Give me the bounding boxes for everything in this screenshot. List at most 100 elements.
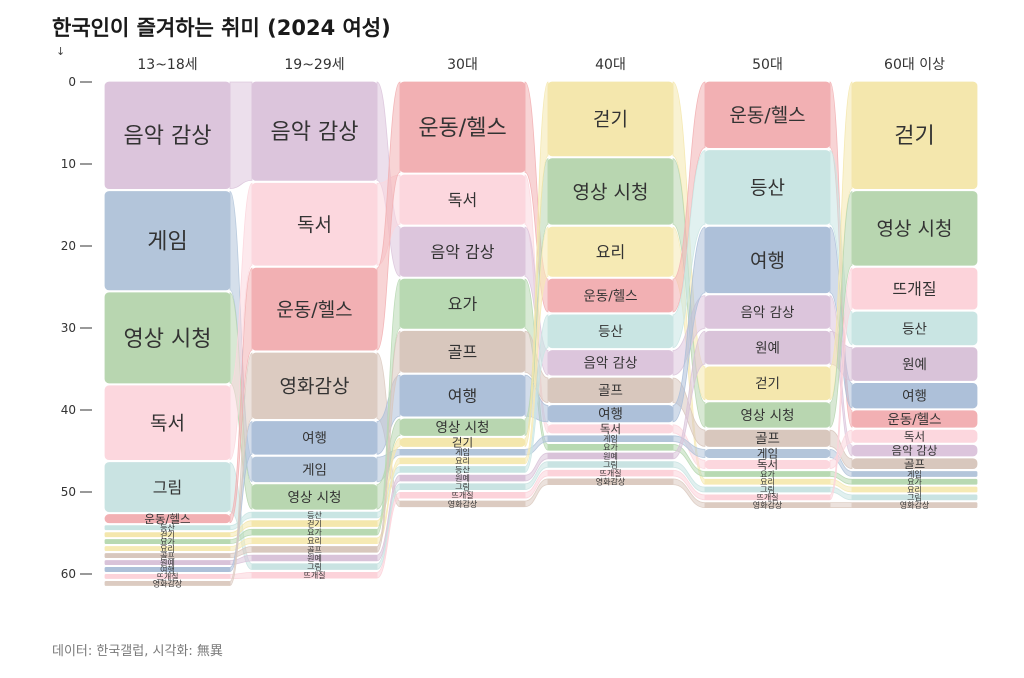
node-게임 — [704, 448, 831, 458]
node-label: 게임 — [907, 469, 922, 479]
node-음악-감상 — [547, 350, 674, 376]
node-label: 그림 — [455, 482, 470, 492]
node-그림 — [104, 462, 231, 513]
node-운동-헬스 — [104, 514, 231, 524]
node-등산 — [851, 311, 978, 346]
node-여행 — [251, 421, 378, 455]
ribbons — [229, 81, 853, 586]
node-영화감상 — [704, 502, 831, 508]
node-label: 뜨개질 — [156, 571, 178, 581]
node-뜨개질 — [851, 267, 978, 310]
node-label: 요가 — [760, 470, 775, 479]
node-원예 — [704, 330, 831, 365]
node-골프 — [547, 377, 674, 404]
node-label: 요리 — [907, 485, 922, 494]
y-tick-label: 40 — [61, 403, 76, 417]
node-label: 영화감상 — [153, 578, 183, 588]
node-게임 — [851, 471, 978, 477]
node-label: 영상 시청 — [877, 218, 953, 240]
node-등산 — [104, 525, 231, 531]
node-label: 독서 — [150, 413, 185, 435]
node-걷기 — [399, 437, 526, 447]
node-label: 여행 — [902, 389, 927, 405]
group-header: 40대 — [595, 57, 626, 73]
node-골프 — [851, 458, 978, 470]
node-독서 — [399, 174, 526, 225]
node-label: 운동/헬스 — [276, 299, 352, 321]
node-label: 그림 — [603, 459, 618, 469]
node-등산 — [399, 466, 526, 473]
node-label: 걷기 — [307, 518, 322, 528]
node-label: 독서 — [448, 190, 477, 209]
node-label: 그림 — [760, 484, 775, 494]
ribbon-등산 — [672, 150, 706, 349]
node-운동-헬스 — [251, 267, 378, 351]
node-label: 그림 — [307, 562, 322, 572]
node-label: 영상 시청 — [741, 408, 795, 424]
ribbon-영화감상 — [829, 502, 853, 508]
node-영화감상 — [547, 478, 674, 486]
node-뜨개질 — [251, 571, 378, 579]
node-label: 음악 감상 — [124, 124, 212, 149]
node-여행 — [704, 226, 831, 294]
node-label: 여행 — [160, 564, 175, 574]
ribbon-운동-헬스 — [229, 267, 253, 524]
node-label: 등산 — [750, 177, 785, 199]
node-label: 운동/헬스 — [887, 412, 941, 428]
node-요리 — [704, 478, 831, 485]
node-여행 — [851, 382, 978, 409]
node-음악-감상 — [251, 81, 378, 181]
node-여행 — [399, 374, 526, 417]
node-label: 독서 — [757, 458, 778, 472]
node-영상-시청 — [104, 292, 231, 384]
node-label: 게임 — [757, 447, 778, 461]
node-label: 영상 시청 — [124, 327, 212, 352]
node-label: 뜨개질 — [892, 279, 936, 298]
y-tick-label: 50 — [61, 485, 76, 499]
node-독서 — [851, 429, 978, 443]
node-label: 영화감상 — [448, 499, 478, 509]
node-운동-헬스 — [851, 410, 978, 428]
node-label: 게임 — [147, 230, 187, 255]
ribbon-걷기 — [524, 81, 549, 447]
node-영화감상 — [104, 580, 231, 586]
node-요가 — [104, 539, 231, 545]
node-요가 — [251, 528, 378, 536]
node-걷기 — [251, 520, 378, 527]
node-게임 — [547, 435, 674, 442]
node-label: 등산 — [598, 324, 623, 340]
y-tick-label: 20 — [61, 239, 76, 253]
node-걷기 — [704, 366, 831, 401]
node-label: 게임 — [302, 462, 327, 478]
node-영상-시청 — [547, 158, 674, 225]
node-label: 영상 시청 — [436, 420, 490, 436]
node-게임 — [251, 456, 378, 483]
node-운동-헬스 — [399, 81, 526, 173]
node-독서 — [104, 385, 231, 461]
node-요리 — [104, 546, 231, 552]
node-골프 — [399, 330, 526, 373]
node-골프 — [704, 429, 831, 447]
ribbon-독서 — [229, 182, 253, 461]
node-label: 게임 — [455, 447, 470, 457]
node-label: 음악 감상 — [431, 243, 495, 262]
ribbon-여행 — [672, 226, 706, 423]
node-label: 운동/헬스 — [144, 512, 190, 526]
group-header: 19~29세 — [284, 57, 344, 73]
node-label: 영상 시청 — [573, 181, 649, 203]
node-label: 골프 — [448, 343, 477, 362]
node-요리 — [851, 486, 978, 493]
node-label: 음악 감상 — [271, 120, 359, 145]
node-골프 — [251, 546, 378, 553]
node-뜨개질 — [704, 494, 831, 501]
node-그림 — [547, 461, 674, 468]
node-음악-감상 — [399, 226, 526, 277]
node-label: 요가 — [160, 537, 175, 546]
node-원예 — [547, 452, 674, 460]
node-여행 — [547, 405, 674, 423]
node-label: 요가 — [448, 295, 478, 314]
ribbon-영화감상 — [229, 352, 253, 586]
y-tick-label: 30 — [61, 321, 76, 335]
node-그림 — [704, 486, 831, 493]
node-label: 걷기 — [160, 530, 175, 540]
